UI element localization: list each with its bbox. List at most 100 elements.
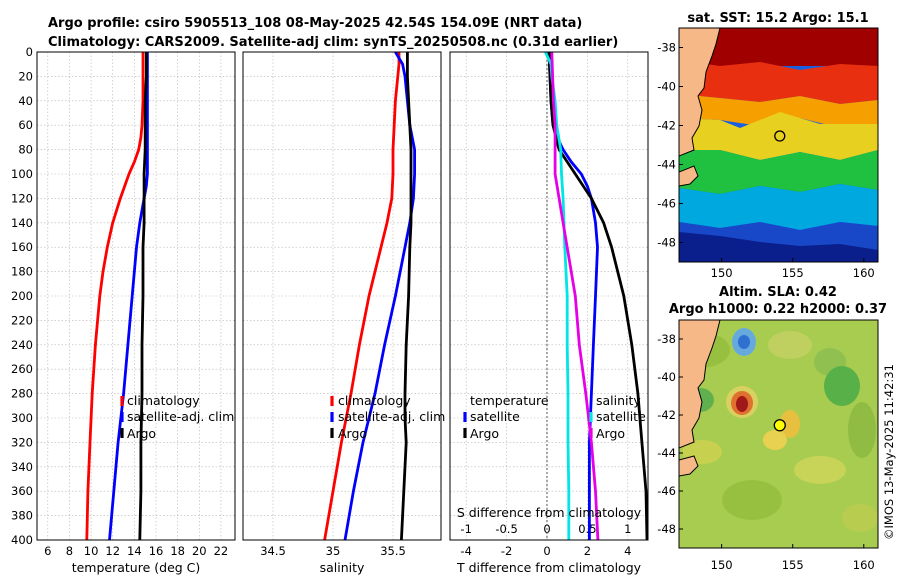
y-tick-label: 0 (26, 45, 33, 59)
x-tick-label: 10 (84, 544, 99, 558)
series-line-climatology (323, 52, 401, 540)
s-difference-x-label: S difference from climatology (457, 505, 642, 520)
legend-label-s-argo: Argo (596, 426, 625, 441)
y-tick-label: 40 (18, 94, 33, 108)
temperature-legend: climatology satellite-adj. clim Argo (120, 393, 234, 441)
map-y-tick-label: -38 (657, 41, 676, 55)
legend-label-climatology: climatology (127, 393, 200, 408)
difference-axes-frame (449, 51, 649, 541)
x-tick-label: 6 (44, 544, 51, 558)
temperature-profile-panel: 0 20 40 60 80 100 120 140 160 180 200 220 240 260 280 3… (11, 45, 236, 575)
legend-label-s-satellite: satellite (596, 409, 646, 424)
top-x-tick-label: 1 (624, 522, 631, 536)
argo-float-position-marker (773, 419, 786, 432)
map-x-tick-label: 155 (782, 558, 804, 572)
x-tick-label: 35.5 (380, 544, 406, 558)
y-tick-label: 340 (11, 460, 33, 474)
y-tick-label: 160 (11, 240, 33, 254)
y-tick-label: 100 (11, 167, 33, 181)
y-tick-label: 280 (11, 387, 33, 401)
x-tick-label: 18 (170, 544, 185, 558)
x-tick-label: 35 (326, 544, 341, 558)
x-tick-label: -2 (501, 544, 512, 558)
top-x-tick-label: -1 (460, 522, 471, 536)
figure-title-line-1: Argo profile: csiro 5905513_108 08-May-2… (48, 16, 582, 31)
sst-map-frame (678, 27, 879, 263)
argo-float-position-marker (774, 130, 786, 142)
sst-map-title: sat. SST: 15.2 Argo: 15.1 (687, 11, 868, 26)
y-tick-label: 400 (11, 533, 33, 547)
t-difference-x-label: T difference from climatology (456, 560, 642, 575)
y-tick-label: 300 (11, 411, 33, 425)
map-y-tick-label: -46 (657, 484, 676, 498)
series-line-argo (138, 52, 148, 540)
x-tick-label: 14 (127, 544, 142, 558)
map-y-tick-label: -48 (657, 522, 676, 536)
x-tick-label: 8 (66, 544, 73, 558)
map-x-tick-label: 160 (853, 558, 875, 572)
temperature-x-label: temperature (deg C) (72, 560, 201, 575)
salinity-axes-frame (242, 51, 442, 541)
salinity-difference-legend: salinity satellite Argo (589, 393, 646, 441)
x-tick-label: 22 (214, 544, 229, 558)
x-tick-label: 2 (584, 544, 591, 558)
sla-map-title: Altim. SLA: 0.42 (719, 285, 837, 300)
y-tick-label: 140 (11, 216, 33, 230)
top-x-tick-label: -0.5 (495, 522, 517, 536)
y-tick-label: 240 (11, 338, 33, 352)
map-y-tick-label: -44 (657, 158, 676, 172)
series-line-climatology (85, 52, 145, 540)
x-tick-label: 20 (192, 544, 207, 558)
salinity-x-label: salinity (320, 560, 365, 575)
map-x-tick-label: 160 (853, 266, 875, 280)
map-y-tick-label: -40 (657, 370, 676, 384)
legend-title-salinity: salinity (596, 393, 641, 408)
legend-label-argo: Argo (127, 426, 156, 441)
x-tick-label: 4 (624, 544, 631, 558)
sla-map-frame (678, 319, 879, 549)
x-tick-label: 12 (105, 544, 120, 558)
map-y-tick-label: -44 (657, 446, 676, 460)
series-line-argo (400, 52, 413, 540)
y-tick-label: 120 (11, 191, 33, 205)
y-tick-label: 180 (11, 265, 33, 279)
legend-title-temperature: temperature (470, 393, 549, 408)
legend-label-t-argo: Argo (470, 426, 499, 441)
temperature-axes-frame (36, 51, 236, 541)
y-tick-label: 220 (11, 313, 33, 327)
y-tick-label: 380 (11, 509, 33, 523)
salinity-profile-panel: 34.5 35 35.5 salinity climatology satellit… (242, 51, 445, 575)
series-line-satellite-adj-clim (343, 52, 417, 540)
salinity-legend: climatology satellite-adj. clim Argo (330, 393, 445, 441)
sst-heatmap (679, 28, 878, 262)
legend-label-t-satellite: satellite (470, 409, 520, 424)
legend-label-argo: Argo (338, 426, 367, 441)
imos-credit: ©IMOS 13-May-2025 11:42:31 (882, 364, 896, 540)
sla-map-subtitle: Argo h1000: 0.22 h2000: 0.37 (669, 302, 887, 317)
x-tick-label: 0 (543, 544, 550, 558)
legend-label-climatology: climatology (338, 393, 411, 408)
map-x-tick-label: 150 (711, 266, 733, 280)
temperature-difference-legend: temperature satellite Argo (463, 393, 549, 441)
y-tick-label: 60 (18, 118, 33, 132)
map-x-tick-label: 150 (711, 558, 733, 572)
series-line-s-argo (550, 52, 600, 540)
y-tick-label: 360 (11, 484, 33, 498)
map-x-tick-label: 155 (782, 266, 804, 280)
map-y-tick-label: -46 (657, 197, 676, 211)
sla-heatmap (679, 320, 878, 548)
map-y-tick-label: -38 (657, 332, 676, 346)
map-y-tick-label: -48 (657, 236, 676, 250)
x-tick-label: 16 (149, 544, 164, 558)
x-tick-label: -4 (460, 544, 471, 558)
y-tick-label: 20 (18, 69, 33, 83)
sla-map-panel: Altim. SLA: 0.42 Argo h1000: 0.22 h2000:… (657, 285, 887, 572)
sst-map-panel: sat. SST: 15.2 Argo: 15.1 150 155 160 -38 -4… (657, 11, 879, 280)
y-tick-label: 260 (11, 362, 33, 376)
x-tick-label: 34.5 (260, 544, 286, 558)
y-tick-label: 320 (11, 435, 33, 449)
map-y-tick-label: -40 (657, 80, 676, 94)
legend-label-satellite-adj: satellite-adj. clim (127, 409, 234, 424)
